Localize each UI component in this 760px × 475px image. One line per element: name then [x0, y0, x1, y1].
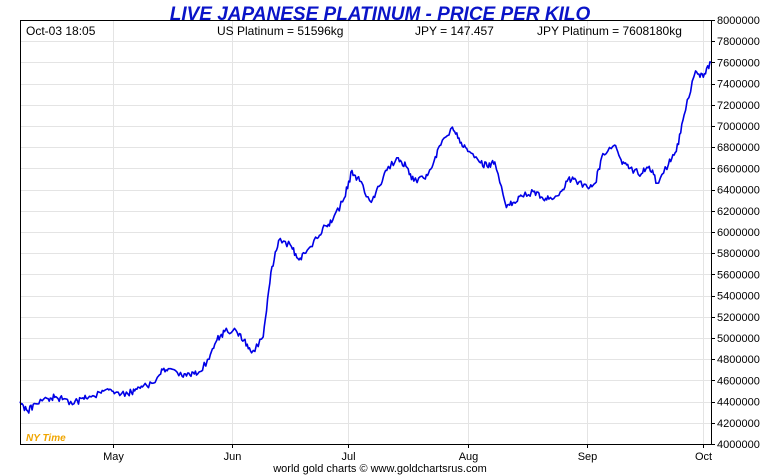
y-tick-label: 4400000	[717, 397, 760, 409]
y-tick-label: 6200000	[717, 206, 760, 218]
y-tick-label: 4800000	[717, 354, 760, 366]
y-tick-label: 5000000	[717, 333, 760, 345]
header-jpy-platinum: JPY Platinum = 7608180kg	[537, 24, 682, 38]
y-tick-label: 8000000	[717, 15, 760, 27]
y-tick-label: 7200000	[717, 100, 760, 112]
y-tick-label: 7000000	[717, 121, 760, 133]
y-tick-label: 6000000	[717, 227, 760, 239]
y-tick-label: 6800000	[717, 142, 760, 154]
x-tick-label: Jul	[341, 451, 355, 463]
y-tick-label: 6400000	[717, 185, 760, 197]
x-axis: May Jun Jul Aug Sep Oct	[103, 444, 712, 463]
y-tick-label: 6600000	[717, 163, 760, 175]
y-tick-label: 5400000	[717, 291, 760, 303]
price-series-line	[19, 61, 712, 414]
y-axis: 4000000 4200000 4400000 4600000 4800000 50000…	[711, 15, 760, 451]
grid	[20, 20, 711, 444]
y-tick-label: 4000000	[717, 439, 760, 451]
header-us-platinum: US Platinum = 51596kg	[217, 24, 343, 38]
y-tick-label: 4200000	[717, 418, 760, 430]
y-tick-label: 7800000	[717, 36, 760, 48]
y-tick-label: 5800000	[717, 248, 760, 260]
y-tick-label: 5200000	[717, 312, 760, 324]
x-tick-label: Jun	[224, 451, 242, 463]
x-tick-label: Aug	[459, 451, 479, 463]
x-tick-label: Sep	[578, 451, 598, 463]
timezone-label: NY Time	[26, 433, 66, 444]
header-jpy: JPY = 147.457	[415, 24, 494, 38]
header-datetime: Oct-03 18:05	[26, 24, 96, 38]
y-tick-label: 5600000	[717, 269, 760, 281]
y-tick-label: 7600000	[717, 57, 760, 69]
footer-credit: world gold charts © www.goldchartsrus.co…	[272, 463, 487, 475]
chart-title: LIVE JAPANESE PLATINUM - PRICE PER KILO	[170, 4, 591, 25]
x-tick-label: May	[103, 451, 124, 463]
y-tick-label: 4600000	[717, 375, 760, 387]
x-tick-label: Oct	[695, 451, 712, 463]
y-tick-label: 7400000	[717, 79, 760, 91]
